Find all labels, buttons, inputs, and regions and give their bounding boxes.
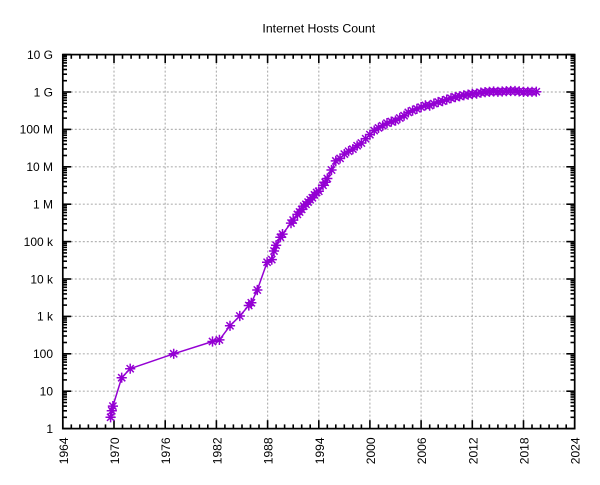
svg-text:10 M: 10 M	[26, 160, 53, 174]
svg-text:100 k: 100 k	[24, 235, 54, 249]
svg-text:Internet Hosts Count: Internet Hosts Count	[262, 21, 375, 35]
svg-text:10: 10	[40, 385, 54, 399]
svg-text:2018: 2018	[518, 437, 532, 464]
svg-text:1994: 1994	[313, 437, 327, 464]
svg-text:2006: 2006	[415, 437, 429, 464]
svg-text:1 G: 1 G	[34, 85, 53, 99]
svg-text:1964: 1964	[57, 437, 71, 464]
svg-text:1988: 1988	[262, 437, 276, 464]
svg-text:1: 1	[46, 422, 53, 436]
svg-text:2012: 2012	[466, 437, 480, 464]
svg-text:1 M: 1 M	[33, 198, 53, 212]
svg-text:1970: 1970	[108, 437, 122, 464]
svg-text:1982: 1982	[210, 437, 224, 464]
svg-text:2024: 2024	[569, 437, 583, 464]
svg-text:2000: 2000	[364, 437, 378, 464]
svg-text:10 G: 10 G	[27, 48, 53, 62]
svg-text:100 M: 100 M	[20, 123, 53, 137]
svg-text:100: 100	[33, 347, 53, 361]
svg-text:1976: 1976	[159, 437, 173, 464]
svg-text:10 k: 10 k	[30, 272, 54, 286]
svg-text:1 k: 1 k	[37, 310, 54, 324]
